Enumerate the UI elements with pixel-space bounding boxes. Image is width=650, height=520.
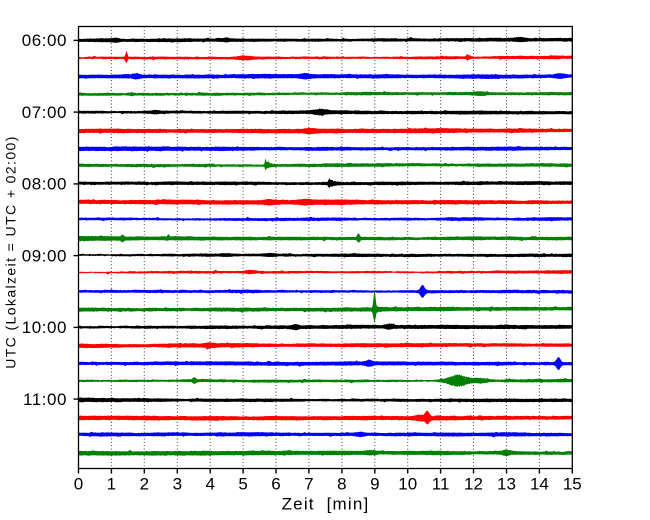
svg-text:1: 1 — [107, 475, 116, 494]
svg-text:5: 5 — [238, 475, 247, 494]
svg-text:6: 6 — [271, 475, 280, 494]
svg-text:0: 0 — [74, 475, 83, 494]
svg-text:14: 14 — [530, 475, 549, 494]
svg-text:09:00: 09:00 — [22, 246, 67, 265]
svg-text:8: 8 — [337, 475, 346, 494]
svg-text:UTC (Lokalzeit = UTC + 02:00): UTC (Lokalzeit = UTC + 02:00) — [3, 135, 19, 369]
svg-text:11: 11 — [432, 475, 450, 494]
svg-text:15: 15 — [563, 475, 582, 494]
svg-text:Zeit [min]: Zeit [min] — [282, 495, 370, 514]
svg-text:10:00: 10:00 — [22, 318, 67, 337]
svg-text:3: 3 — [173, 475, 182, 494]
svg-text:7: 7 — [304, 475, 313, 494]
svg-text:07:00: 07:00 — [22, 103, 67, 122]
svg-text:9: 9 — [370, 475, 379, 494]
svg-text:4: 4 — [205, 475, 214, 494]
svg-text:08:00: 08:00 — [22, 175, 67, 194]
svg-text:10: 10 — [398, 475, 417, 494]
svg-text:12: 12 — [464, 475, 483, 494]
svg-text:06:00: 06:00 — [22, 31, 67, 50]
svg-text:2: 2 — [140, 475, 149, 494]
svg-text:13: 13 — [497, 475, 516, 494]
svg-text:11:00: 11:00 — [23, 390, 67, 409]
